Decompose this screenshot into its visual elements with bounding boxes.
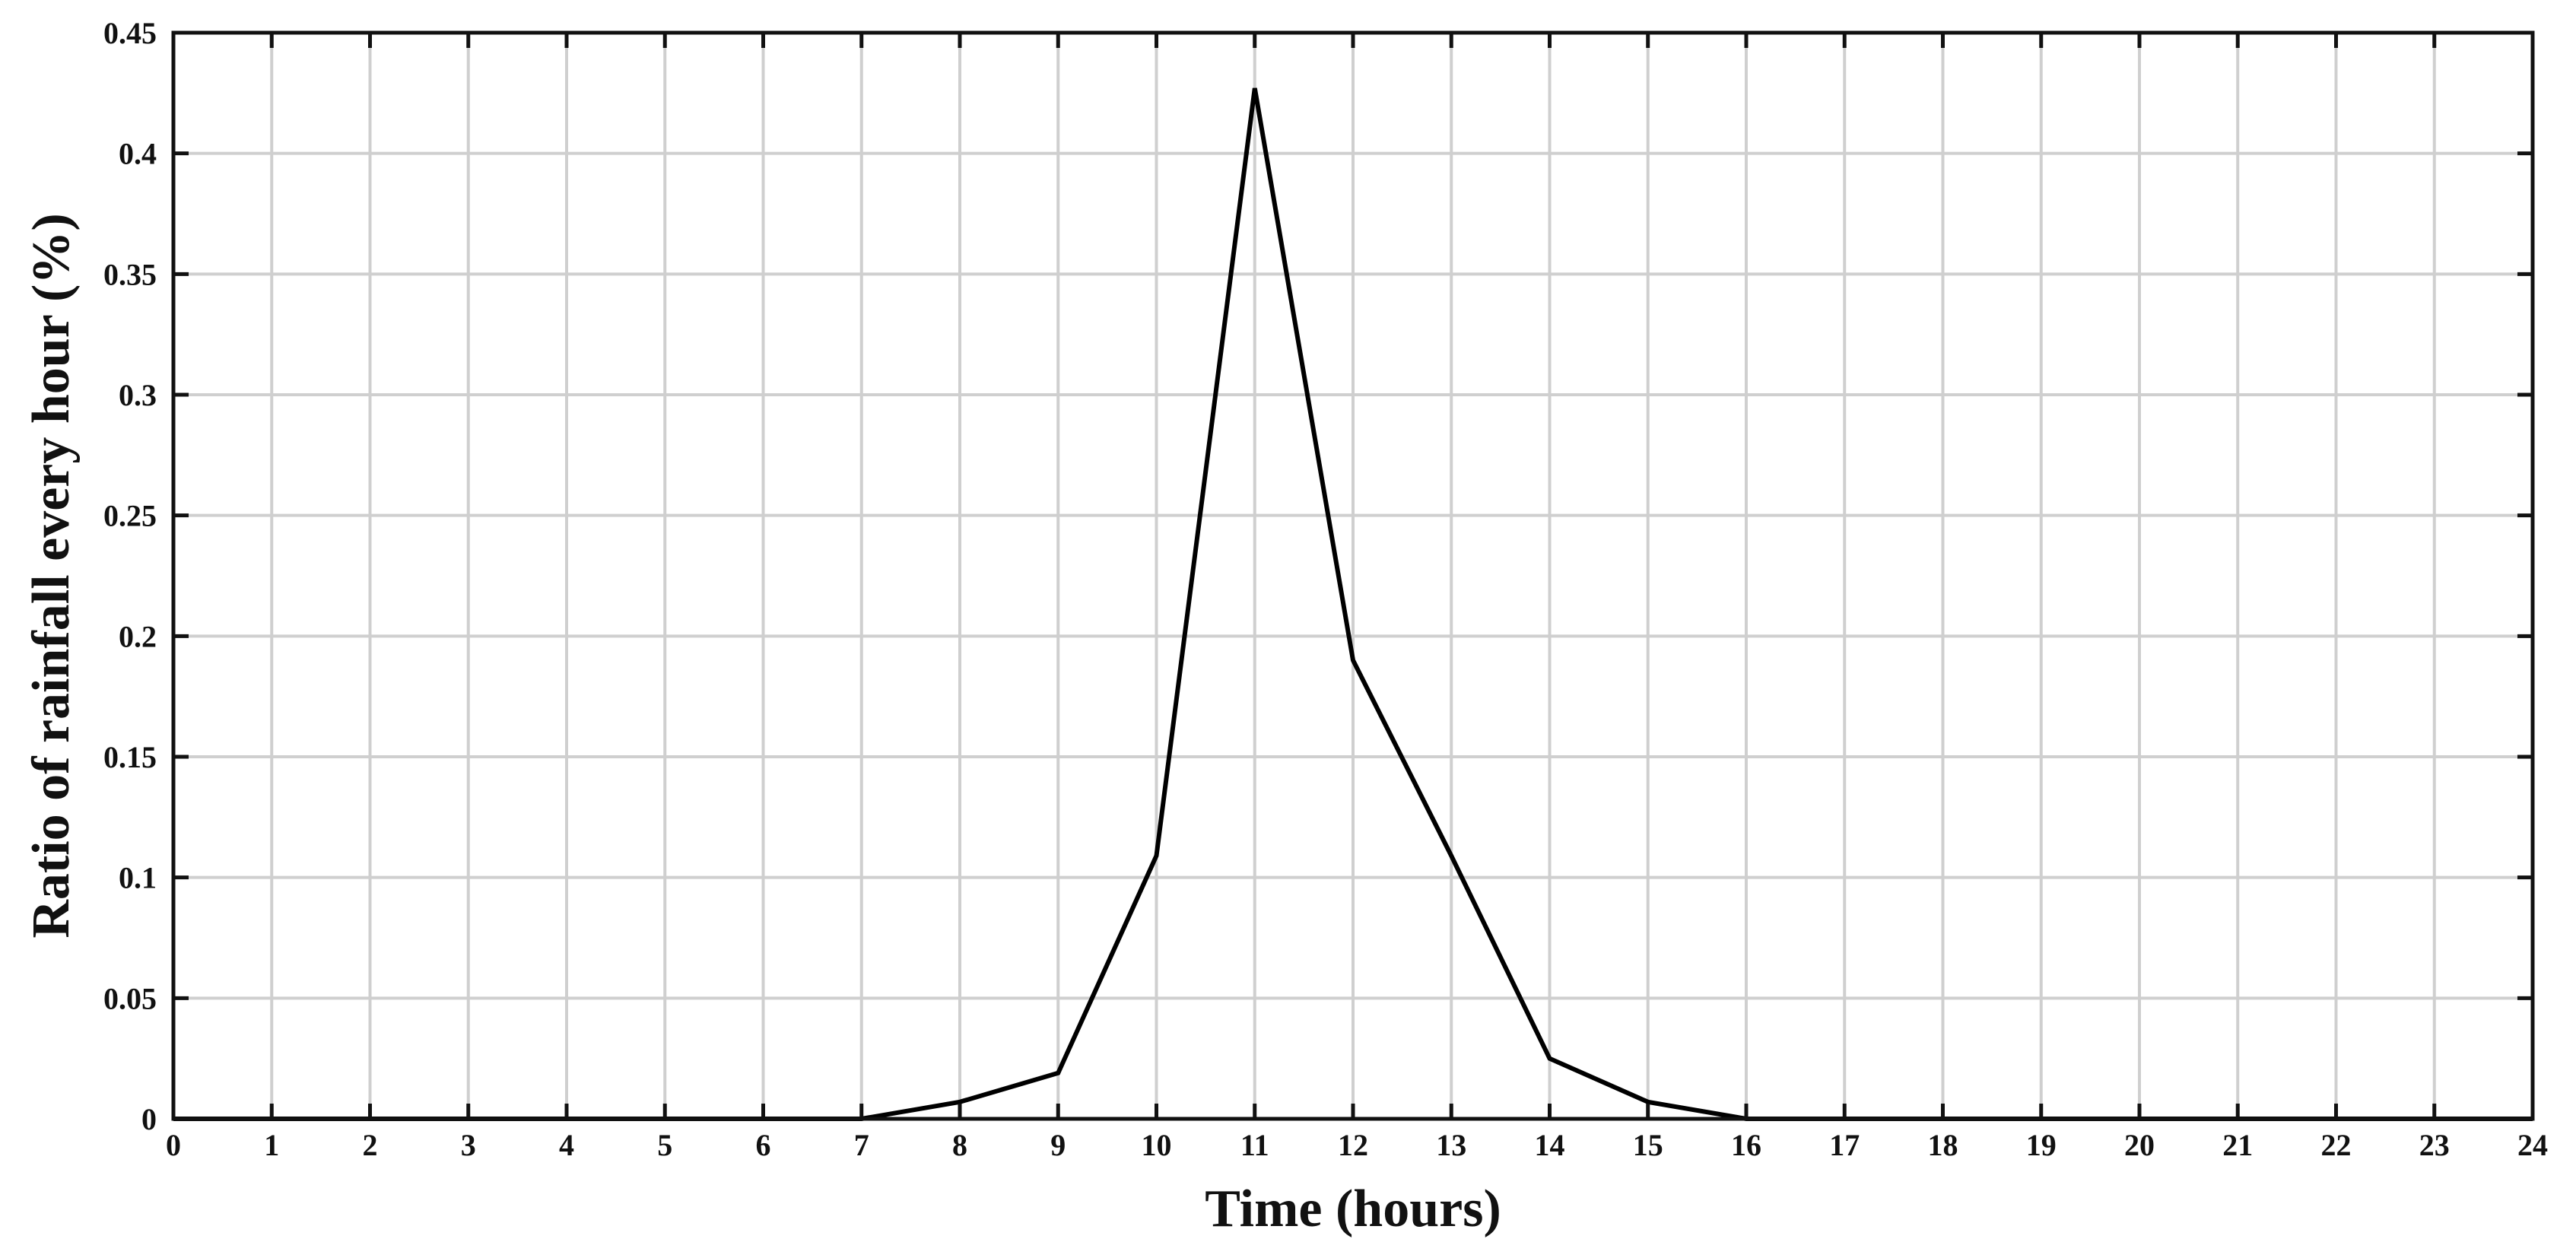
x-tick-label: 7: [854, 1128, 869, 1162]
x-tick-label: 20: [2124, 1128, 2155, 1162]
x-tick-label: 19: [2026, 1128, 2057, 1162]
x-tick-label: 14: [1535, 1128, 1565, 1162]
x-tick-label: 8: [952, 1128, 967, 1162]
x-tick-label: 1: [264, 1128, 279, 1162]
x-tick-label: 11: [1240, 1128, 1269, 1162]
y-tick-label: 0.4: [119, 137, 157, 171]
x-tick-label: 0: [166, 1128, 181, 1162]
x-tick-label: 2: [363, 1128, 378, 1162]
grid-lines: [173, 33, 2533, 1119]
x-tick-label: 15: [1633, 1128, 1663, 1162]
x-tick-label: 21: [2222, 1128, 2253, 1162]
x-tick-label: 17: [1829, 1128, 1860, 1162]
x-tick-label: 5: [657, 1128, 672, 1162]
y-tick-label: 0.25: [103, 499, 157, 533]
y-tick-label: 0.2: [119, 619, 157, 653]
y-tick-label: 0.05: [103, 981, 157, 1015]
y-tick-label: 0: [141, 1102, 157, 1136]
y-tick-label: 0.35: [103, 257, 157, 291]
y-axis-title: Ratio of rainfall every hour (%): [22, 213, 81, 938]
x-tick-label: 9: [1050, 1128, 1066, 1162]
x-tick-labels: 0 1 2 3 4 5 6 7 8 9 10 11 12 13 14 15 16 17 18 19 20 21 22 23 24: [166, 1128, 2548, 1162]
y-tick-label: 0.3: [119, 378, 157, 412]
y-tick-label: 0.1: [119, 861, 157, 895]
x-tick-label: 18: [1928, 1128, 1958, 1162]
x-tick-label: 3: [461, 1128, 476, 1162]
x-tick-label: 24: [2517, 1128, 2548, 1162]
plot-frame: [171, 30, 2535, 1121]
x-tick-label: 12: [1338, 1128, 1368, 1162]
y-tick-labels: 0 0.05 0.1 0.15 0.2 0.25 0.3 0.35 0.4 0.45: [103, 16, 157, 1136]
y-tick-label: 0.15: [103, 740, 157, 774]
x-tick-label: 22: [2321, 1128, 2352, 1162]
x-tick-label: 10: [1142, 1128, 1172, 1162]
x-tick-label: 16: [1731, 1128, 1761, 1162]
x-tick-label: 4: [559, 1128, 574, 1162]
x-tick-label: 23: [2419, 1128, 2450, 1162]
x-tick-label: 6: [756, 1128, 771, 1162]
x-tick-label: 13: [1436, 1128, 1466, 1162]
x-axis-title: Time (hours): [1205, 1180, 1501, 1238]
y-tick-label: 0.45: [103, 16, 157, 50]
